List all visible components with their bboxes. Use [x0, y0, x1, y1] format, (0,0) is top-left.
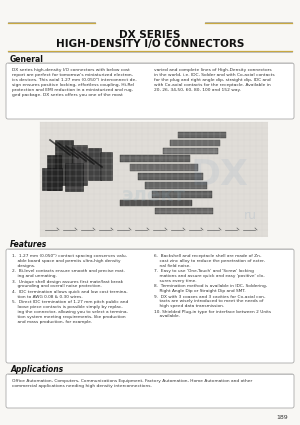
Text: 10. Shielded Plug-in type for interface between 2 Units
    available.: 10. Shielded Plug-in type for interface … — [154, 309, 271, 318]
Bar — [163, 148, 218, 154]
FancyBboxPatch shape — [6, 63, 294, 119]
Bar — [72, 145, 87, 185]
Bar — [178, 132, 226, 138]
Bar — [55, 140, 73, 185]
Text: 4.  IDC termination allows quick and low cost termina-
    tion to AWG 0.08 & 0.: 4. IDC termination allows quick and low … — [12, 290, 128, 299]
Bar — [42, 168, 62, 190]
Text: 2.  Bi-level contacts ensure smooth and precise mat-
    ing and unmating.: 2. Bi-level contacts ensure smooth and p… — [12, 269, 125, 278]
Text: DX SERIES: DX SERIES — [119, 30, 181, 40]
Text: 6.  Backshell and receptacle shell are made of Zn-
    cast zinc alloy to reduce: 6. Backshell and receptacle shell are ma… — [154, 254, 265, 268]
Text: элект: элект — [122, 185, 186, 204]
Text: DX: DX — [191, 158, 249, 192]
Text: General: General — [10, 55, 44, 64]
Text: 1.  1.27 mm (0.050") contact spacing conserves valu-
    able board space and pe: 1. 1.27 mm (0.050") contact spacing cons… — [12, 254, 127, 268]
Text: HIGH-DENSITY I/O CONNECTORS: HIGH-DENSITY I/O CONNECTORS — [56, 39, 244, 49]
Bar — [120, 200, 192, 206]
Bar — [47, 155, 61, 190]
Text: Features: Features — [10, 240, 47, 249]
Text: 5.  Direct IDC termination of 1.27 mm pitch public and
    loose piece contacts : 5. Direct IDC termination of 1.27 mm pit… — [12, 300, 128, 324]
FancyBboxPatch shape — [6, 374, 294, 408]
Bar — [40, 122, 268, 237]
Bar — [155, 208, 213, 214]
FancyBboxPatch shape — [6, 249, 294, 363]
Bar — [170, 140, 220, 146]
Bar — [100, 152, 112, 180]
Text: Office Automation, Computers, Communications Equipment, Factory Automation, Home: Office Automation, Computers, Communicat… — [12, 379, 252, 388]
Bar — [152, 191, 212, 198]
Bar — [138, 173, 203, 180]
Text: 7.  Easy to use 'One-Touch' and 'Screw' locking
    mations and assure quick and: 7. Easy to use 'One-Touch' and 'Screw' l… — [154, 269, 265, 283]
Text: 3.  Unique shell design assures first mate/last break
    grounding and overall : 3. Unique shell design assures first mat… — [12, 280, 123, 289]
Text: 9.  DX with 3 coaxes and 3 cavities for Co-axial con-
    tacts are wisely intro: 9. DX with 3 coaxes and 3 cavities for C… — [154, 295, 266, 308]
Text: DX series high-density I/O connectors with below cost
report are perfect for tom: DX series high-density I/O connectors wi… — [12, 68, 137, 97]
Text: varied and complete lines of High-Density connectors
in the world, i.e. IDC, Sol: varied and complete lines of High-Densit… — [154, 68, 274, 92]
Text: Applications: Applications — [10, 365, 63, 374]
Bar — [65, 163, 83, 191]
Bar — [130, 164, 198, 171]
Bar — [120, 155, 190, 162]
Text: 8.  Termination method is available in IDC, Soldering,
    Right Angle Dip or St: 8. Termination method is available in ID… — [154, 284, 267, 293]
Text: ru: ru — [244, 209, 256, 221]
Bar — [88, 148, 101, 180]
Text: 189: 189 — [276, 415, 288, 420]
Bar — [145, 182, 207, 189]
